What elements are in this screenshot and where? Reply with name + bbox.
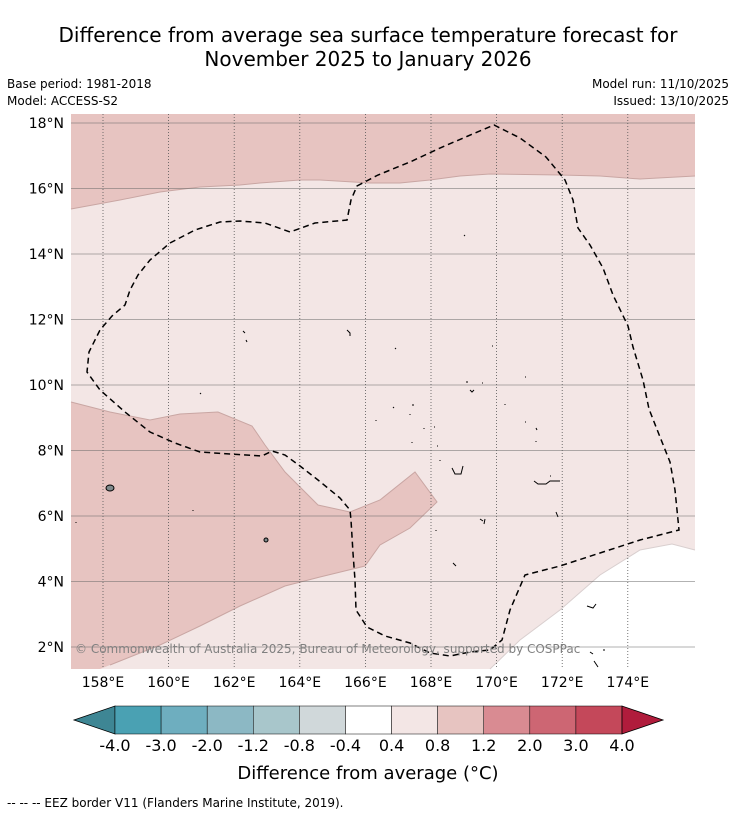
colorbar-tick-label: -4.0 — [99, 736, 130, 755]
lon-tick-label: 174°E — [607, 675, 650, 691]
colorbar-tick-label: 2.0 — [517, 736, 542, 755]
lat-tick-label: 14°N — [29, 247, 64, 263]
lat-tick-label: 2°N — [38, 640, 64, 656]
contour-line-southeast — [489, 543, 696, 670]
colorbar-tick-label: -1.2 — [238, 736, 269, 755]
issued-date: Issued: 13/10/2025 — [613, 94, 729, 108]
colorbar-segment — [437, 705, 484, 735]
footer-note: -- -- -- EEZ border V11 (Flanders Marine… — [7, 796, 344, 810]
lat-tick-label: 8°N — [38, 444, 64, 460]
lat-tick-label: 18°N — [29, 116, 64, 132]
island — [75, 234, 493, 523]
island — [105, 484, 115, 492]
lon-tick-label: 164°E — [279, 675, 322, 691]
colorbar-tick-label: 1.2 — [471, 736, 496, 755]
colorbar-tick-label: -0.8 — [284, 736, 315, 755]
axis-labels: 158°E 160°E 162°E 164°E 166°E 168°E 170°E 172°E… — [29, 116, 649, 691]
colorbar-tick-label: -0.4 — [330, 736, 361, 755]
island — [263, 537, 269, 543]
colorbar-segment — [114, 705, 162, 735]
lon-tick-label: 158°E — [82, 675, 125, 691]
colorbar-tick-label: -3.0 — [145, 736, 176, 755]
contour-line-southwest — [70, 401, 438, 666]
lon-tick-label: 162°E — [213, 675, 256, 691]
island — [435, 465, 605, 668]
colorbar-segment — [253, 705, 300, 735]
colorbar-segment — [483, 705, 531, 735]
colorbar-extend-high — [621, 705, 665, 735]
anomaly-area-0.8-1.2-southwest — [71, 402, 437, 669]
anomaly-area-below-0.4 — [490, 544, 695, 669]
colorbar-segment — [529, 705, 577, 735]
colorbar-title: Difference from average (°C) — [237, 763, 499, 784]
colorbar-tick-label: 4.0 — [609, 736, 634, 755]
base-period: Base period: 1981-2018 — [7, 77, 152, 91]
gridlines — [71, 114, 695, 669]
copyright-notice: © Commonwealth of Australia 2025, Bureau… — [75, 642, 580, 656]
colorbar-segment — [391, 705, 438, 735]
colorbar-tick-label: 0.8 — [425, 736, 450, 755]
chart-title-line2: November 2025 to January 2026 — [204, 47, 532, 71]
island — [375, 376, 538, 461]
colorbar: -4.0 -3.0 -2.0 -1.2 -0.8 -0.4 0.4 0.8 1.2 2.0 3.0 4… — [72, 705, 665, 755]
colorbar-segment — [345, 705, 392, 735]
colorbar-extend-low — [72, 705, 116, 735]
eez-border — [86, 124, 680, 657]
colorbar-segment — [206, 705, 254, 735]
lon-tick-label: 168°E — [410, 675, 453, 691]
colorbar-segment — [160, 705, 208, 735]
lon-tick-label: 170°E — [475, 675, 518, 691]
colorbar-segment — [575, 705, 623, 735]
chart-title-line1: Difference from average sea surface temp… — [58, 23, 678, 47]
model-name: Model: ACCESS-S2 — [7, 94, 119, 108]
lat-tick-label: 6°N — [38, 509, 64, 525]
lat-tick-label: 10°N — [29, 378, 64, 394]
colorbar-tick-label: -2.0 — [192, 736, 223, 755]
lon-tick-label: 166°E — [344, 675, 387, 691]
islands — [75, 234, 605, 668]
colorbar-tick-label: 3.0 — [563, 736, 588, 755]
model-run: Model run: 11/10/2025 — [591, 77, 729, 91]
lat-tick-label: 4°N — [38, 575, 64, 591]
map-panel: © Commonwealth of Australia 2025, Bureau… — [70, 114, 696, 670]
lat-tick-label: 12°N — [29, 313, 64, 329]
lon-tick-label: 172°E — [541, 675, 584, 691]
lat-tick-label: 16°N — [29, 182, 64, 198]
colorbar-tick-label: 0.4 — [379, 736, 404, 755]
lon-tick-label: 160°E — [147, 675, 190, 691]
colorbar-segment — [299, 705, 346, 735]
